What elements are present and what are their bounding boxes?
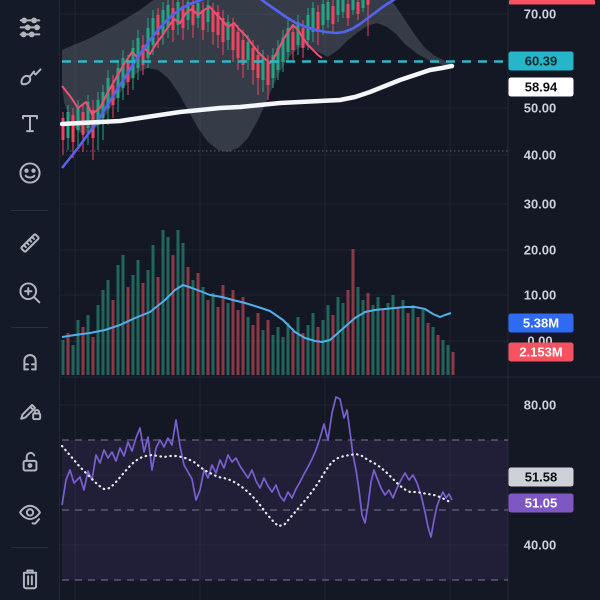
hide-drawings-tool[interactable] (0, 493, 59, 533)
axis-label: 50.00 (524, 101, 557, 116)
zoom-in-tool[interactable] (0, 273, 59, 313)
axis-badge: 51.58 (508, 467, 574, 487)
white-baseline (59, 63, 455, 127)
toolbar-divider (11, 327, 48, 328)
axis-badge-value: 5.38M (523, 316, 559, 331)
price-chart[interactable]: 70.0050.0040.0030.0020.0010.000.0080.006… (59, 0, 600, 600)
axis-badge-value: 58.94 (525, 80, 558, 95)
axis-label: 30.00 (524, 197, 557, 212)
rsi-line (61, 396, 453, 538)
line-tools-tool[interactable] (0, 8, 59, 48)
emoji-tool[interactable] (0, 153, 59, 193)
remove-drawings-tool[interactable] (0, 558, 59, 598)
toolbar-divider (11, 210, 48, 211)
unlock-tool[interactable] (0, 442, 59, 482)
unlock-icon (22, 451, 37, 472)
axis-badge: 51.05 (508, 493, 574, 513)
current-price-badge-partial (509, 0, 595, 5)
ruler-icon (19, 233, 40, 253)
axis-badge: 58.94 (508, 77, 574, 97)
axis-label: 70.00 (524, 7, 557, 22)
axis-label: 20.00 (524, 243, 557, 258)
pink-ma-line (61, 6, 323, 115)
axis-label: 10.00 (524, 288, 557, 303)
drawing-toolbar (0, 0, 60, 600)
axis-badge-value: 51.05 (525, 496, 558, 511)
axis-label: 80.00 (524, 398, 557, 413)
volume-ma-line (61, 284, 452, 343)
axis-label: 40.00 (524, 538, 557, 553)
axis-label: 40.00 (524, 148, 557, 163)
sliders-icon (19, 17, 40, 38)
chart-pane-container[interactable]: 70.0050.0040.0030.0020.0010.000.0080.006… (59, 0, 600, 600)
zoom-in-icon (18, 282, 40, 304)
axis-badge-value: 2.153M (519, 345, 562, 360)
measure-tool[interactable] (0, 223, 59, 263)
axis-badge: 60.39 (508, 51, 574, 71)
brush-icon (20, 68, 41, 86)
eye-icon (18, 504, 41, 525)
magnet-icon (22, 354, 37, 371)
smiley-icon (18, 162, 41, 184)
blue-ma-line (60, 0, 396, 169)
rsi-signal-dotted-line (60, 444, 454, 528)
text-icon (21, 115, 38, 133)
axis-badge-value: 60.39 (525, 54, 558, 69)
axis-badge: 2.153M (508, 342, 574, 362)
pencil-lock-icon (19, 403, 41, 421)
toolbar-divider (11, 547, 48, 548)
brush-tool[interactable] (0, 55, 59, 95)
magnet-tool[interactable] (0, 340, 59, 380)
axis-badge: 5.38M (508, 313, 574, 333)
text-tool[interactable] (0, 103, 59, 143)
drawing-lock-tool[interactable] (0, 390, 59, 430)
axis-badge-value: 51.58 (525, 470, 558, 485)
trash-icon (22, 569, 37, 590)
